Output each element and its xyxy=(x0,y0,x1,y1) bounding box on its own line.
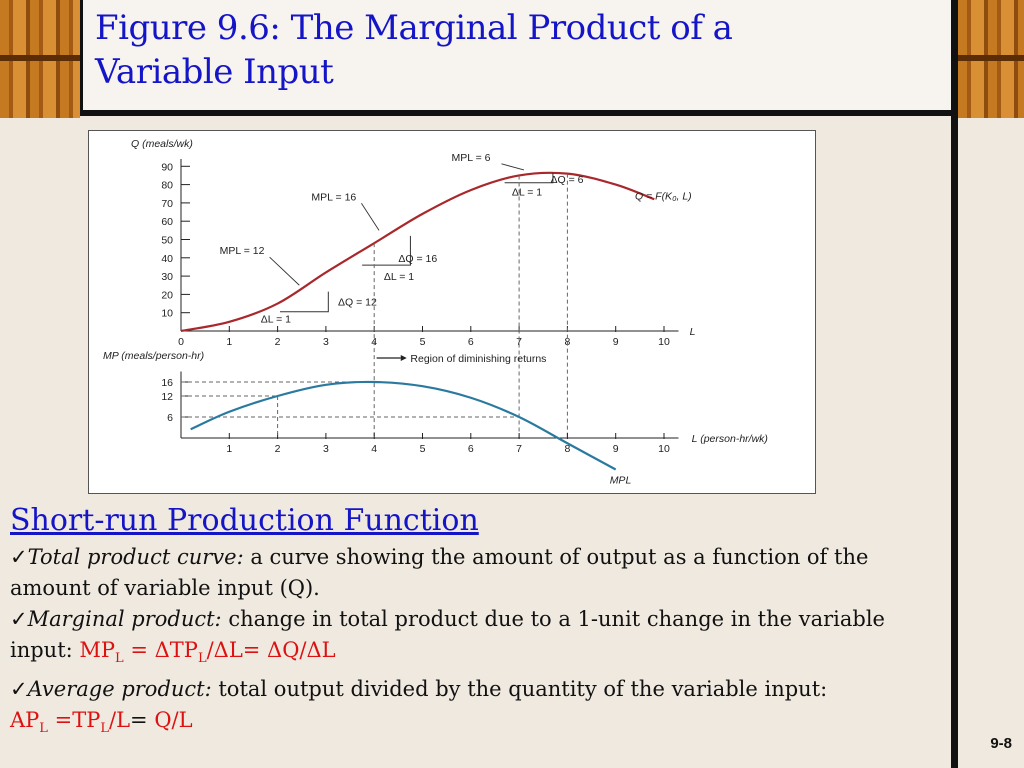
term-total-product: Total product curve: xyxy=(27,545,244,569)
marginal-product-curve xyxy=(190,380,617,471)
check-icon: ✓ xyxy=(10,545,28,569)
bottom-x-tick-label: 7 xyxy=(516,443,522,455)
total-product-curve xyxy=(180,171,655,333)
production-chart: Q (meals/wk)L0 1 2 3 4 5 6 7 8 9 10102030405060708… xyxy=(103,138,768,487)
section-heading: Short-run Production Function xyxy=(10,503,479,538)
top-y-tick-label: 50 xyxy=(161,235,173,247)
bottom-x-tick-label: 9 xyxy=(613,443,619,455)
bullet-total-product: ✓Total product curve: a curve showing th… xyxy=(10,542,940,604)
delta-triangle-mp6 xyxy=(504,172,554,184)
top-y-tick-label: 10 xyxy=(161,308,173,320)
mp-pointer-mp16 xyxy=(361,203,380,231)
top-y-tick-label: 30 xyxy=(161,271,173,283)
top-y-tick-label: 80 xyxy=(161,180,173,192)
formula-ap: APL =TPL/L xyxy=(10,708,131,737)
dl-label-mp6: ΔL = 1 xyxy=(512,187,542,199)
mp-label-mp12: MPL = 12 xyxy=(220,245,265,257)
mp-pointer-mp12 xyxy=(269,256,300,286)
top-x-tick-label: 3 xyxy=(323,336,329,348)
slide-title: Figure 9.6: The Marginal Product of a Va… xyxy=(95,6,733,94)
top-ylabel: Q (meals/wk) xyxy=(131,138,193,150)
delta-triangle-mp12 xyxy=(280,291,329,313)
top-y-tick-label: 40 xyxy=(161,253,173,265)
formula-ap-rest: Q/L xyxy=(154,708,193,733)
bottom-x-tick-label: 1 xyxy=(226,443,232,455)
figure-frame: Q (meals/wk) L 0 1 2 3 4 5 6 7 8 9 10 10 20 30 40 50 60 70 8… xyxy=(88,130,816,494)
slide-title-line1: Figure 9.6: The Marginal Product of a xyxy=(95,8,733,48)
term-marginal-product: Marginal product: xyxy=(27,607,222,631)
bottom-y-tick-label: 12 xyxy=(161,391,173,403)
check-icon: ✓ xyxy=(10,677,28,702)
delta-triangle-mp16 xyxy=(362,235,411,266)
top-y-tick-label: 20 xyxy=(161,289,173,301)
top-x-tick-label: 6 xyxy=(468,336,474,348)
desc-average-product: total output divided by the quantity of … xyxy=(211,677,828,702)
bottom-xlabel: L (person-hr/wk) xyxy=(692,433,768,445)
bullet-marginal-product: ✓Marginal product: change in total produ… xyxy=(10,604,940,674)
mp-curve-label: MPL xyxy=(610,475,632,487)
dq-label-mp16: ΔQ = 16 xyxy=(398,253,437,265)
top-x-tick-label: 1 xyxy=(226,336,232,348)
right-border-bar xyxy=(951,0,958,768)
bottom-ylabel: MP (meals/person-hr) xyxy=(103,350,204,362)
term-average-product: Average product: xyxy=(27,677,212,702)
bottom-x-tick-label: 4 xyxy=(371,443,377,455)
top-x-tick-label: 10 xyxy=(658,336,670,348)
bottom-x-tick-label: 6 xyxy=(468,443,474,455)
bullet-average-product: ✓Average product: total output divided b… xyxy=(10,674,940,744)
top-x-tick-label: 7 xyxy=(516,336,522,348)
top-x-tick-label: 9 xyxy=(613,336,619,348)
mp-label-mp16: MPL = 16 xyxy=(311,191,356,203)
text-block: Short-run Production Function ✓Total pro… xyxy=(10,502,940,744)
bottom-x-tick-label: 3 xyxy=(323,443,329,455)
slide-number: 9-8 xyxy=(990,735,1012,752)
dl-label-mp16: ΔL = 1 xyxy=(384,271,414,283)
tp-curve-label: Q = F(K₀, L) xyxy=(635,191,692,203)
check-icon: ✓ xyxy=(10,607,28,631)
bottom-x-tick-label: 8 xyxy=(564,443,570,455)
slide-title-line2: Variable Input xyxy=(95,52,334,92)
top-y-tick-label: 70 xyxy=(161,198,173,210)
bottom-x-tick-label: 5 xyxy=(420,443,426,455)
mp-label-mp6: MPL = 6 xyxy=(451,152,490,164)
mp-pointer-mp6 xyxy=(501,163,525,171)
top-y-tick-label: 90 xyxy=(161,161,173,173)
bottom-y-tick-label: 6 xyxy=(167,412,173,424)
region-label: Region of diminishing returns xyxy=(410,353,546,365)
top-x-tick-label: 2 xyxy=(275,336,281,348)
region-arrow-head xyxy=(400,355,407,361)
dl-label-mp12: ΔL = 1 xyxy=(261,314,291,326)
bottom-x-tick-label: 10 xyxy=(658,443,670,455)
desc-marginal-product: change in total product due to a 1-unit … xyxy=(10,607,885,662)
bottom-x-tick-label: 2 xyxy=(275,443,281,455)
wood-decoration-left xyxy=(0,0,80,118)
top-y-tick-label: 60 xyxy=(161,216,173,228)
formula-ap-eq: = xyxy=(130,708,155,733)
title-box: Figure 9.6: The Marginal Product of a Va… xyxy=(80,0,951,116)
dq-label-mp12: ΔQ = 12 xyxy=(338,297,377,309)
wood-decoration-right xyxy=(958,0,1024,118)
dq-label-mp6: ΔQ = 6 xyxy=(550,174,583,186)
desc-total-product: a curve showing the amount of output as … xyxy=(10,545,869,600)
top-x-tick-label: 0 xyxy=(178,336,184,348)
top-x-tick-label: 5 xyxy=(420,336,426,348)
bottom-y-tick-label: 16 xyxy=(161,377,173,389)
formula-mp: MPL = ΔTPL/ΔL= ΔQ/ΔL xyxy=(79,638,336,667)
top-xlabel: L xyxy=(690,326,696,338)
